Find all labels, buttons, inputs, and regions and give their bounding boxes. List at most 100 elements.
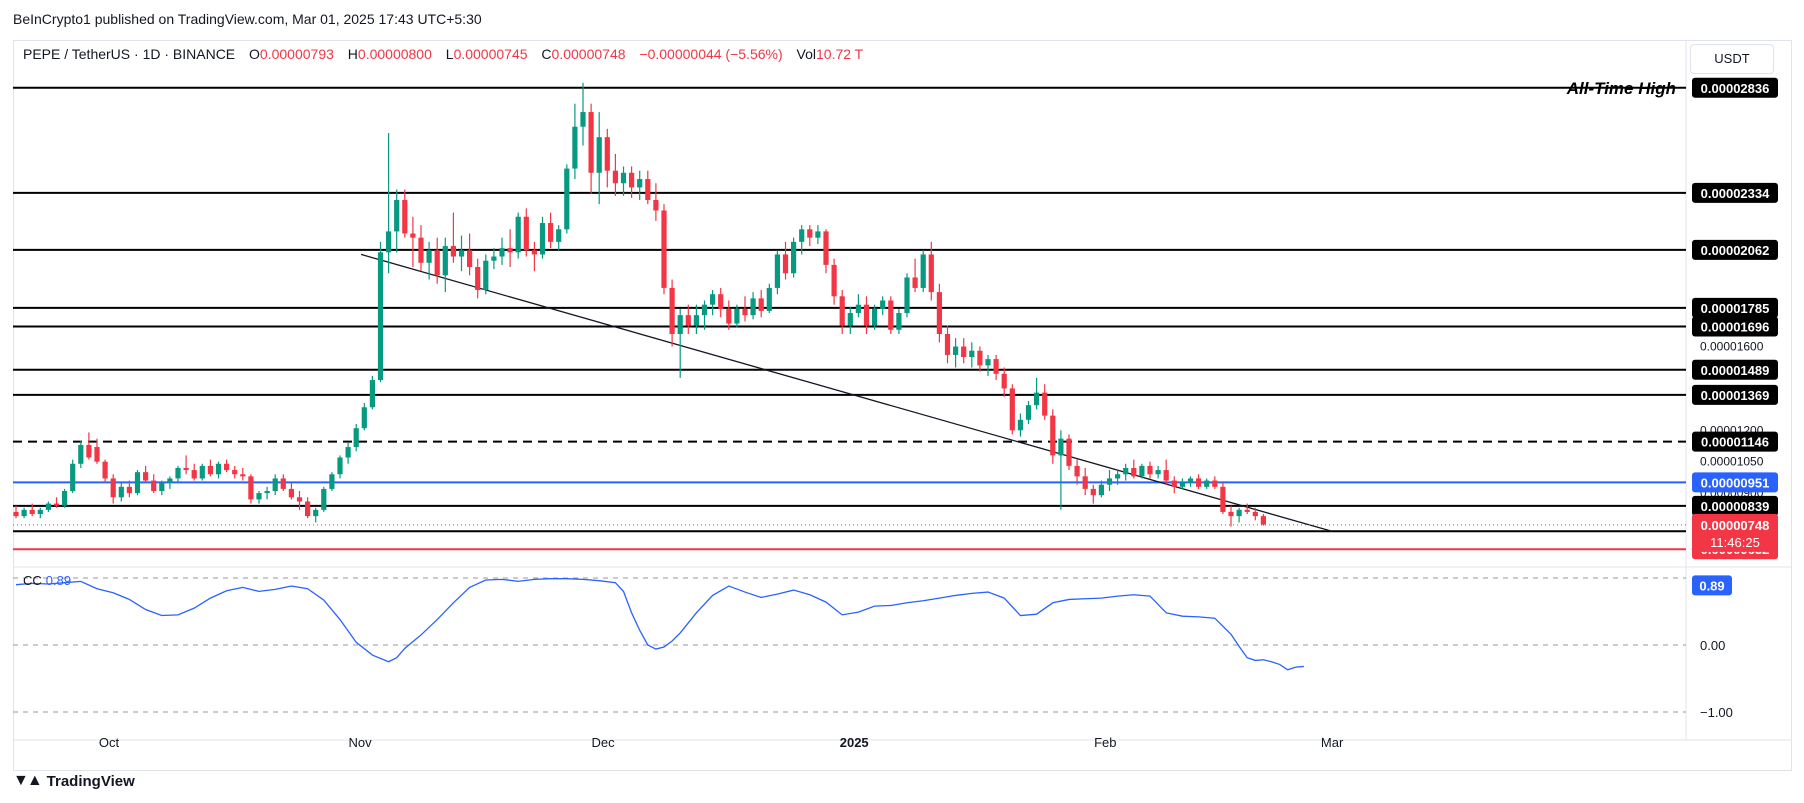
candle-body xyxy=(823,231,829,265)
candle-body xyxy=(215,463,222,475)
candle-body xyxy=(1179,482,1185,487)
candle-body xyxy=(240,474,246,477)
oscillator-name[interactable]: CC xyxy=(23,573,42,588)
price-level-tag xyxy=(1692,495,1778,516)
x-tick-label: Dec xyxy=(592,735,616,750)
x-tick-label: 2025 xyxy=(840,735,869,750)
candle-body xyxy=(232,470,238,475)
candle-body xyxy=(94,447,100,462)
candle-body xyxy=(321,488,327,510)
candle-body xyxy=(693,315,699,326)
candle-body xyxy=(264,491,270,494)
close-value: 0.00000748 xyxy=(551,46,626,62)
candle-body xyxy=(872,308,878,326)
candle-body xyxy=(1034,392,1040,406)
candle-body xyxy=(807,229,813,238)
candle-body xyxy=(1196,478,1202,487)
brand-name: TradingView xyxy=(46,772,135,790)
price-level-tag xyxy=(1692,431,1778,452)
tradingview-logo[interactable]: ▼▲ TradingView xyxy=(13,772,135,790)
candle-body xyxy=(629,172,635,188)
price-level-label: 0.00002062 xyxy=(1701,243,1770,258)
candle-body xyxy=(993,359,999,374)
price-level-label: 0.00000839 xyxy=(1701,499,1770,514)
candle-body xyxy=(596,137,602,173)
candle-body xyxy=(442,246,448,276)
x-tick-label: Feb xyxy=(1094,735,1116,750)
candle-body xyxy=(134,472,141,494)
candle-body xyxy=(685,315,691,326)
price-level-tag xyxy=(1692,77,1778,98)
candle-body xyxy=(29,509,35,515)
oscillator-line xyxy=(15,578,1304,671)
candle-body xyxy=(863,304,870,326)
candle-body xyxy=(1025,405,1032,420)
candle-body xyxy=(418,237,424,263)
close-label: C xyxy=(541,46,552,62)
price-level-tag xyxy=(1692,239,1778,260)
candle-body xyxy=(531,250,537,255)
candle-body xyxy=(475,266,481,291)
candle-body xyxy=(515,216,521,253)
candle-body xyxy=(21,509,27,517)
candle-body xyxy=(766,287,772,311)
candle-body xyxy=(248,476,254,500)
candle-body xyxy=(1252,511,1258,517)
candle-body xyxy=(143,472,149,481)
price-level-tag xyxy=(1692,472,1778,493)
volume-label: Vol xyxy=(796,46,816,62)
candle-body xyxy=(1228,511,1234,517)
candle-body xyxy=(1163,470,1169,481)
y-tick-label: 0.00001050 xyxy=(1700,455,1764,469)
candle-body xyxy=(1082,476,1088,489)
candle-body xyxy=(645,179,651,200)
candle-body xyxy=(710,294,716,305)
symbol-title[interactable]: PEPE / TetherUS · 1D · BINANCE xyxy=(23,46,236,62)
oscillator-legend: CC 0.89 xyxy=(23,573,71,588)
candle-body xyxy=(1017,419,1023,431)
oscillator-tick-label: −1.00 xyxy=(1700,705,1733,720)
candle-body xyxy=(110,478,116,498)
price-level-label: 0.00000951 xyxy=(1701,475,1770,490)
candle-body xyxy=(782,254,789,274)
candle-body xyxy=(588,112,594,173)
price-level-tag xyxy=(1692,316,1778,337)
candle-body xyxy=(1244,509,1250,512)
candle-body xyxy=(653,199,659,211)
candle-body xyxy=(499,248,505,257)
candle-body xyxy=(426,250,432,263)
candle-body xyxy=(855,304,861,314)
candle-body xyxy=(305,501,311,517)
candle-body xyxy=(483,260,489,291)
candle-body xyxy=(1009,388,1015,431)
candle-body xyxy=(1187,478,1194,483)
price-level-label: 0.00002836 xyxy=(1701,81,1770,96)
oscillator-value-label: 0.89 xyxy=(1699,578,1724,593)
candle-body xyxy=(904,277,910,314)
candle-body xyxy=(491,256,497,261)
candle-body xyxy=(896,313,902,330)
tradingview-icon: ▼▲ xyxy=(13,772,43,789)
candle-body xyxy=(1220,486,1226,512)
candle-body xyxy=(1260,516,1266,525)
candle-body xyxy=(677,315,683,334)
candle-body xyxy=(118,486,124,498)
ath-label: All-Time High xyxy=(1566,79,1676,98)
price-level-tag xyxy=(1692,359,1778,380)
candle-body xyxy=(742,308,748,316)
candle-body xyxy=(53,503,60,506)
x-tick-label: Nov xyxy=(349,735,373,750)
candle-body xyxy=(799,229,805,242)
candle-body xyxy=(1204,480,1210,487)
candle-body xyxy=(612,170,618,184)
oscillator-value-tag xyxy=(1692,575,1732,596)
high-value: 0.00000800 xyxy=(357,46,432,62)
symbol-legend: PEPE / TetherUS · 1D · BINANCE O0.000007… xyxy=(23,46,863,62)
candle-body xyxy=(329,474,335,489)
candle-body xyxy=(369,380,375,408)
candle-body xyxy=(361,407,367,429)
currency-button[interactable]: USDT xyxy=(1690,44,1774,74)
candle-body xyxy=(953,346,959,355)
oscillator-tick-label: 0.00 xyxy=(1700,638,1725,653)
